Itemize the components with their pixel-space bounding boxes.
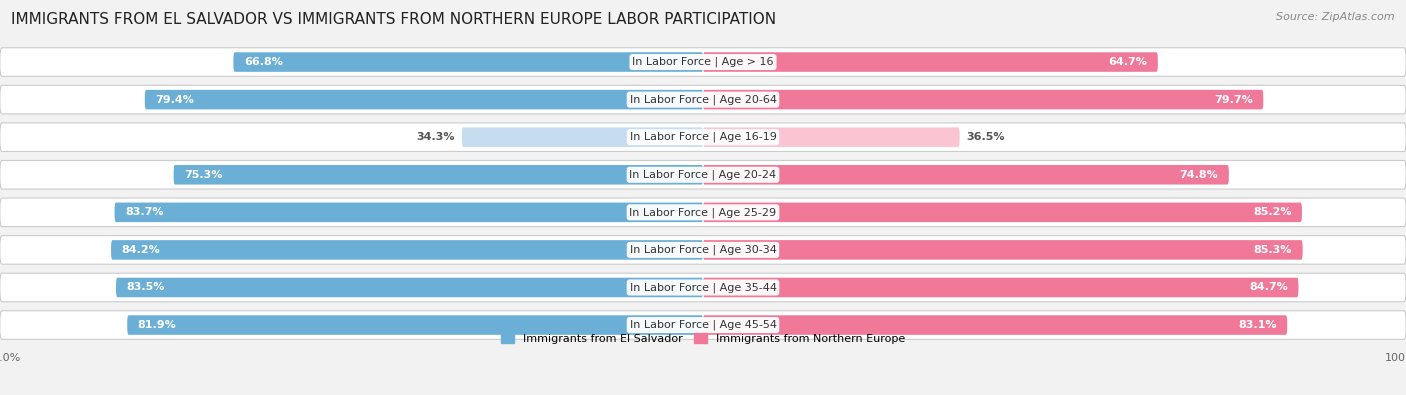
Text: In Labor Force | Age 35-44: In Labor Force | Age 35-44	[630, 282, 776, 293]
Text: In Labor Force | Age 20-64: In Labor Force | Age 20-64	[630, 94, 776, 105]
FancyBboxPatch shape	[115, 278, 703, 297]
FancyBboxPatch shape	[0, 273, 1406, 302]
Text: 79.7%: 79.7%	[1213, 95, 1253, 105]
Text: In Labor Force | Age 16-19: In Labor Force | Age 16-19	[630, 132, 776, 143]
Text: 85.3%: 85.3%	[1254, 245, 1292, 255]
FancyBboxPatch shape	[145, 90, 703, 109]
Text: 81.9%: 81.9%	[138, 320, 177, 330]
FancyBboxPatch shape	[703, 90, 1264, 109]
FancyBboxPatch shape	[0, 160, 1406, 189]
Text: 74.8%: 74.8%	[1180, 170, 1218, 180]
Text: 83.5%: 83.5%	[127, 282, 165, 292]
FancyBboxPatch shape	[0, 123, 1406, 151]
FancyBboxPatch shape	[0, 198, 1406, 227]
Text: 84.2%: 84.2%	[121, 245, 160, 255]
FancyBboxPatch shape	[703, 203, 1302, 222]
FancyBboxPatch shape	[703, 240, 1303, 260]
FancyBboxPatch shape	[173, 165, 703, 184]
Text: 79.4%: 79.4%	[155, 95, 194, 105]
Text: 66.8%: 66.8%	[245, 57, 283, 67]
Text: 85.2%: 85.2%	[1253, 207, 1292, 217]
Text: 75.3%: 75.3%	[184, 170, 222, 180]
FancyBboxPatch shape	[703, 315, 1288, 335]
FancyBboxPatch shape	[0, 236, 1406, 264]
Text: 36.5%: 36.5%	[967, 132, 1005, 142]
FancyBboxPatch shape	[703, 52, 1159, 72]
FancyBboxPatch shape	[114, 203, 703, 222]
FancyBboxPatch shape	[127, 315, 703, 335]
Text: Source: ZipAtlas.com: Source: ZipAtlas.com	[1277, 12, 1395, 22]
Text: In Labor Force | Age 25-29: In Labor Force | Age 25-29	[630, 207, 776, 218]
FancyBboxPatch shape	[233, 52, 703, 72]
Text: IMMIGRANTS FROM EL SALVADOR VS IMMIGRANTS FROM NORTHERN EUROPE LABOR PARTICIPATI: IMMIGRANTS FROM EL SALVADOR VS IMMIGRANT…	[11, 12, 776, 27]
FancyBboxPatch shape	[703, 278, 1299, 297]
Text: 83.1%: 83.1%	[1239, 320, 1277, 330]
Text: In Labor Force | Age 20-24: In Labor Force | Age 20-24	[630, 169, 776, 180]
Text: In Labor Force | Age 45-54: In Labor Force | Age 45-54	[630, 320, 776, 330]
Text: 34.3%: 34.3%	[416, 132, 456, 142]
Text: In Labor Force | Age > 16: In Labor Force | Age > 16	[633, 57, 773, 67]
Legend: Immigrants from El Salvador, Immigrants from Northern Europe: Immigrants from El Salvador, Immigrants …	[496, 329, 910, 348]
FancyBboxPatch shape	[461, 128, 703, 147]
FancyBboxPatch shape	[111, 240, 703, 260]
Text: In Labor Force | Age 30-34: In Labor Force | Age 30-34	[630, 245, 776, 255]
FancyBboxPatch shape	[0, 48, 1406, 76]
Text: 64.7%: 64.7%	[1108, 57, 1147, 67]
FancyBboxPatch shape	[0, 85, 1406, 114]
FancyBboxPatch shape	[703, 128, 960, 147]
FancyBboxPatch shape	[703, 165, 1229, 184]
FancyBboxPatch shape	[0, 311, 1406, 339]
Text: 84.7%: 84.7%	[1249, 282, 1288, 292]
Text: 83.7%: 83.7%	[125, 207, 163, 217]
